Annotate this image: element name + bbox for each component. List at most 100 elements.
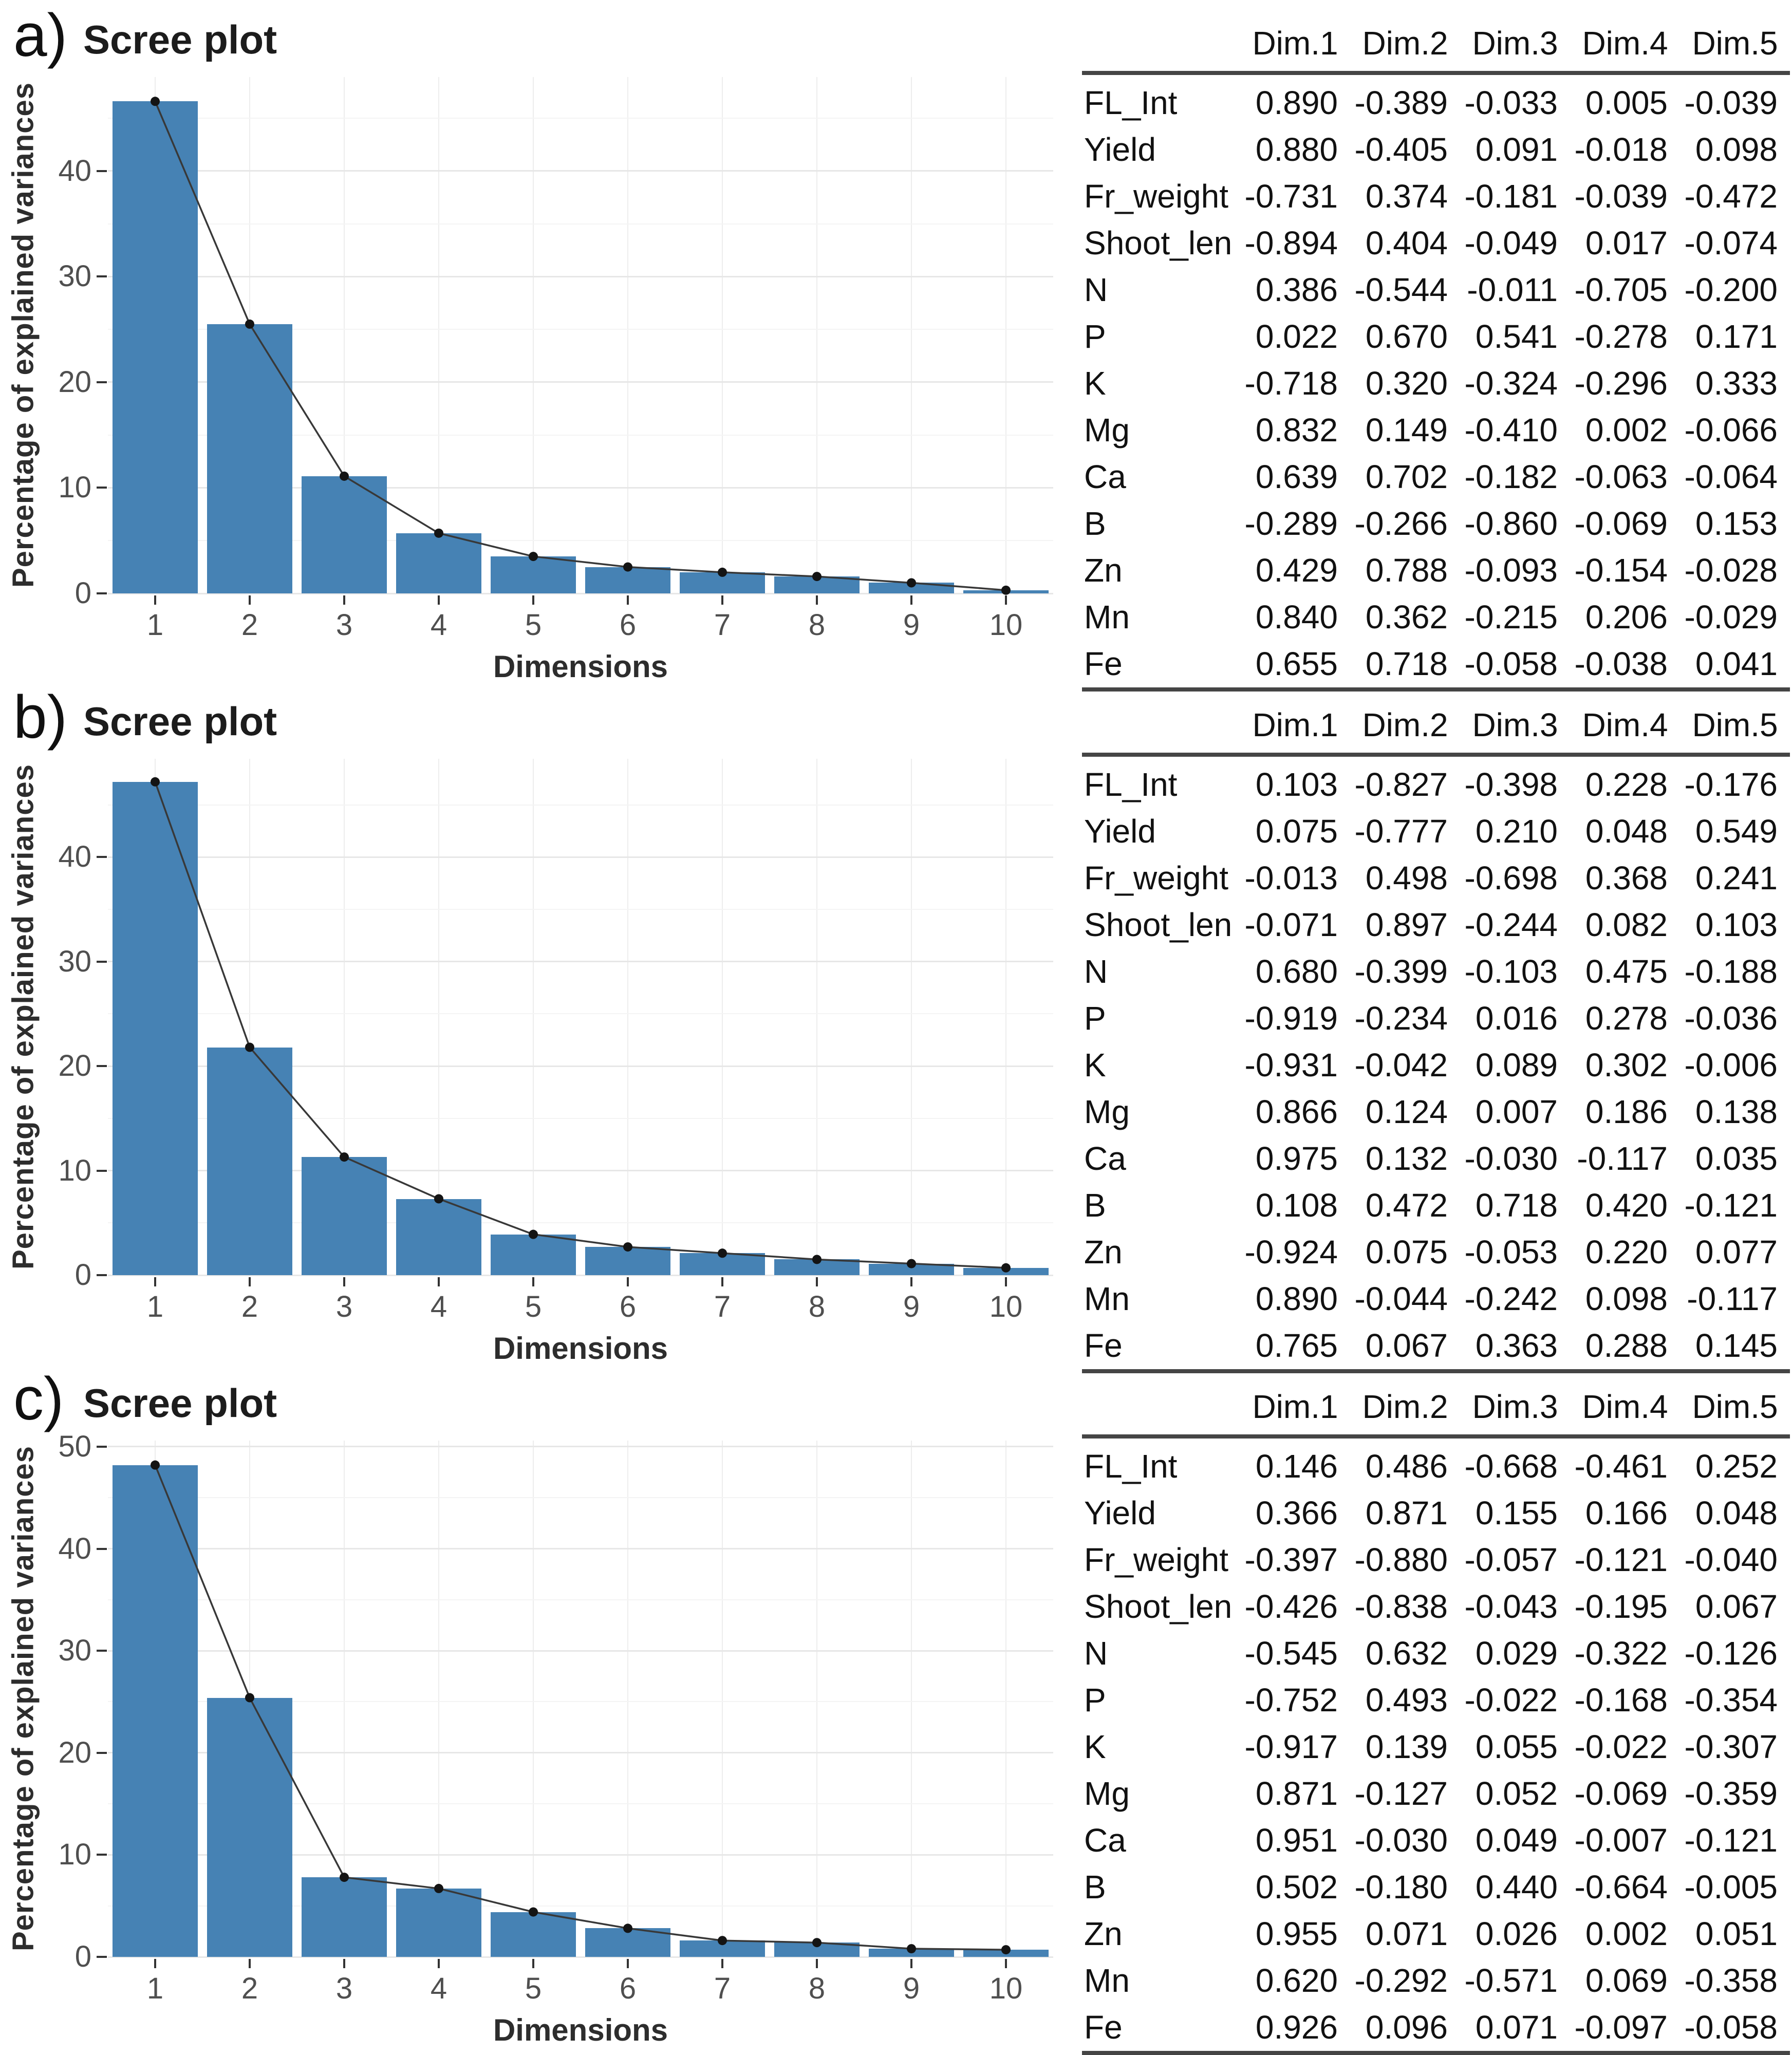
gridline-vertical xyxy=(627,759,628,1275)
row-label: K xyxy=(1084,1728,1106,1765)
cell: -0.731 xyxy=(1244,178,1338,215)
x-tick-mark xyxy=(154,1277,156,1286)
x-tick-mark xyxy=(627,1277,629,1286)
y-tick-label: 20 xyxy=(58,1735,91,1769)
cell: 0.048 xyxy=(1695,1494,1778,1531)
x-tick-label: 8 xyxy=(808,608,826,642)
cell: 0.051 xyxy=(1695,1915,1778,1952)
bar-dim-2 xyxy=(207,1697,292,1957)
cell: 0.241 xyxy=(1695,860,1778,896)
cell: -0.064 xyxy=(1684,458,1778,495)
row-label: Zn xyxy=(1084,552,1123,589)
cell: 0.840 xyxy=(1255,599,1338,636)
x-tick-label: 2 xyxy=(241,1290,258,1323)
data-point-dim-4 xyxy=(434,1194,443,1204)
cell: -0.005 xyxy=(1684,1869,1778,1905)
gridline-vertical xyxy=(533,759,534,1275)
panel-letter: a) xyxy=(13,2,67,69)
bar-dim-3 xyxy=(302,1157,387,1275)
cell: 0.498 xyxy=(1365,860,1448,896)
cell: 0.206 xyxy=(1585,599,1668,636)
cell: -0.103 xyxy=(1464,953,1558,990)
cell: -0.039 xyxy=(1574,178,1668,215)
cell: -0.057 xyxy=(1464,1541,1558,1578)
column-header-dim-3: Dim.3 xyxy=(1472,25,1558,62)
row-label: Fr_weight xyxy=(1084,178,1228,215)
data-point-dim-2 xyxy=(245,1042,254,1052)
x-tick-mark xyxy=(910,1277,912,1286)
gridline-major xyxy=(108,1956,1053,1958)
cell: 0.866 xyxy=(1255,1093,1338,1130)
header-row: Dim.1 Dim.2 Dim.3 Dim.4 Dim.5 xyxy=(1082,1386,1790,1436)
cell: 0.366 xyxy=(1255,1494,1338,1531)
table-row: Mg 0.866 0.124 0.007 0.186 0.138 xyxy=(1082,1089,1790,1135)
cell: 0.089 xyxy=(1475,1047,1558,1083)
gridline-major xyxy=(108,1650,1053,1652)
table-row: Shoot_len -0.071 0.897 -0.244 0.082 0.103 xyxy=(1082,902,1790,948)
cell: 0.075 xyxy=(1365,1234,1448,1271)
table-row: Mg 0.832 0.149 -0.410 0.002 -0.066 xyxy=(1082,407,1790,454)
table-row: Fr_weight -0.013 0.498 -0.698 0.368 0.241 xyxy=(1082,855,1790,902)
gridline-vertical xyxy=(816,77,817,593)
x-axis-title: Dimensions xyxy=(493,649,668,684)
cell: 0.139 xyxy=(1365,1728,1448,1765)
data-point-dim-9 xyxy=(907,578,916,588)
cell: 0.549 xyxy=(1695,813,1778,850)
gridline-minor xyxy=(108,1905,1053,1907)
cell: 0.832 xyxy=(1255,412,1338,449)
cell: 0.493 xyxy=(1365,1682,1448,1718)
cell: -0.698 xyxy=(1464,860,1558,896)
cell: 0.871 xyxy=(1255,1775,1338,1812)
cell: -0.043 xyxy=(1464,1588,1558,1625)
cell: -0.410 xyxy=(1464,412,1558,449)
cell: -0.668 xyxy=(1464,1448,1558,1485)
data-point-dim-1 xyxy=(151,777,160,787)
column-header-dim-4: Dim.4 xyxy=(1582,706,1668,743)
cell: 0.670 xyxy=(1365,318,1448,355)
cell: 0.541 xyxy=(1475,318,1558,355)
y-tick-mark xyxy=(97,592,107,594)
y-tick-mark xyxy=(97,1445,107,1448)
gridline-minor xyxy=(108,1497,1053,1499)
gridline-minor xyxy=(108,1599,1053,1600)
cell: 0.363 xyxy=(1475,1327,1558,1364)
gridline-vertical xyxy=(438,1441,439,1957)
cell: -0.071 xyxy=(1244,906,1338,943)
row-label: Shoot_len xyxy=(1084,225,1233,261)
y-tick-mark xyxy=(97,1854,107,1856)
cell: -0.571 xyxy=(1464,1962,1558,1999)
gridline-major xyxy=(108,170,1053,172)
table-row: N -0.545 0.632 0.029 -0.322 -0.126 xyxy=(1082,1630,1790,1677)
cell: -0.860 xyxy=(1464,505,1558,542)
x-tick-mark xyxy=(249,1959,251,1968)
x-tick-label: 8 xyxy=(808,1290,826,1323)
cell: 0.052 xyxy=(1475,1775,1558,1812)
x-tick-mark xyxy=(343,595,345,605)
cell: 0.146 xyxy=(1255,1448,1338,1485)
cell: -0.028 xyxy=(1684,552,1778,589)
bar-dim-3 xyxy=(302,476,387,593)
x-axis-title: Dimensions xyxy=(493,2013,668,2047)
data-point-dim-4 xyxy=(434,1883,443,1893)
gridline-major xyxy=(108,1752,1053,1754)
data-point-dim-6 xyxy=(623,1923,632,1933)
cell: -0.215 xyxy=(1464,599,1558,636)
row-label: N xyxy=(1084,1635,1108,1672)
y-tick-mark xyxy=(97,1751,107,1754)
scree-plot-c: c) Scree plot Percentage of explained vari… xyxy=(0,1363,1069,2047)
column-header-dim-5: Dim.5 xyxy=(1692,1388,1778,1425)
x-tick-label: 6 xyxy=(619,1290,637,1323)
cell: 0.048 xyxy=(1585,813,1668,850)
cell: 0.718 xyxy=(1365,645,1448,682)
x-tick-label: 9 xyxy=(903,1972,920,2005)
cell: -0.093 xyxy=(1464,552,1558,589)
cell: 0.210 xyxy=(1475,813,1558,850)
x-tick-mark xyxy=(532,595,534,605)
gridline-vertical xyxy=(344,77,345,593)
y-tick-label: 40 xyxy=(58,1531,91,1565)
cell: -0.461 xyxy=(1574,1448,1668,1485)
cell: -0.121 xyxy=(1684,1822,1778,1859)
table-row: FL_Int 0.890 -0.389 -0.033 0.005 -0.039 xyxy=(1082,73,1790,126)
bar-dim-9 xyxy=(869,583,954,593)
gridline-vertical xyxy=(344,759,345,1275)
